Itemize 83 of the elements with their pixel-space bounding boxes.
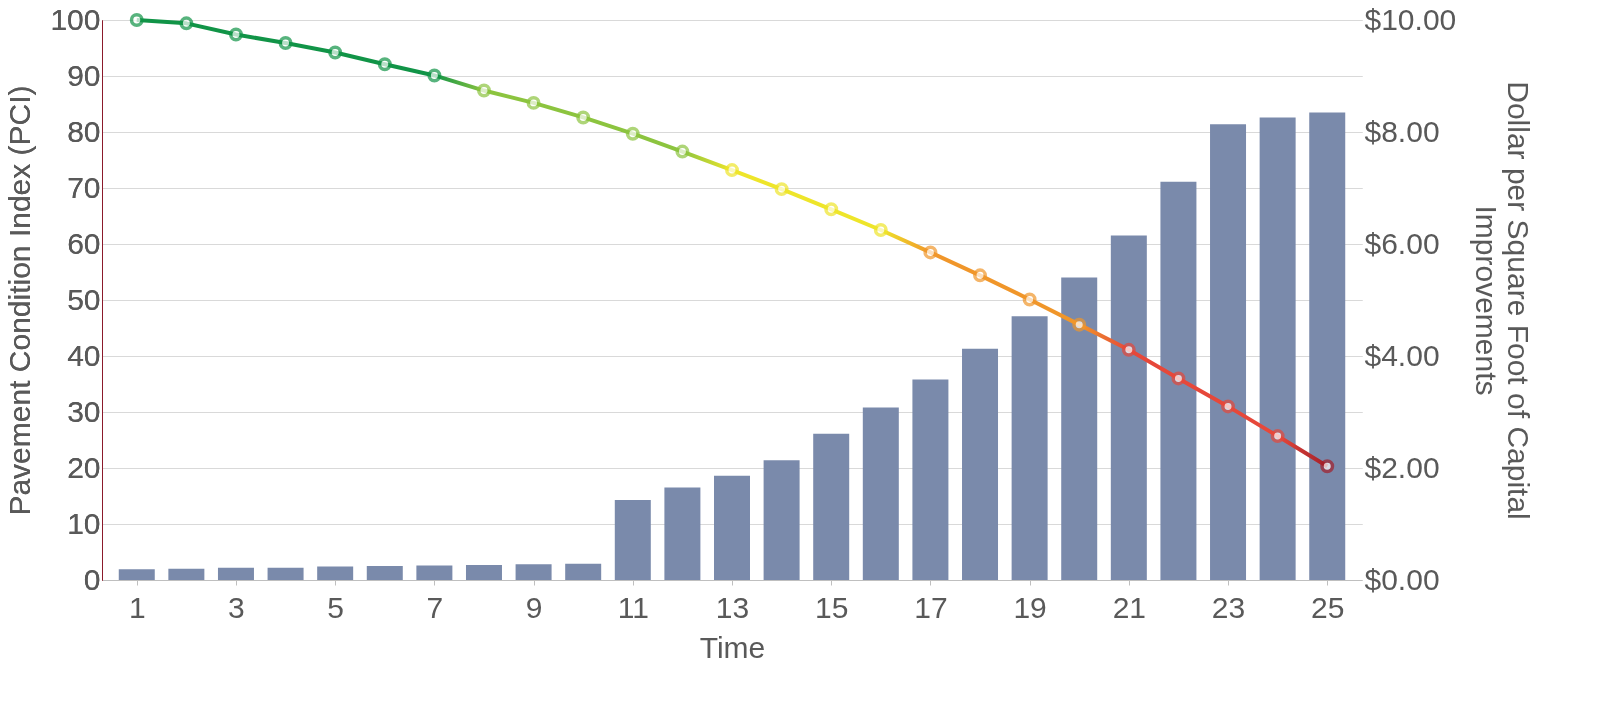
point [675,144,690,159]
bar [1210,124,1247,580]
bar [1259,117,1296,580]
point [228,27,243,42]
x-tick-label: 21 [1112,590,1147,624]
bar [1309,112,1346,580]
point [1320,459,1335,474]
bar [962,348,999,580]
y2-tick-label: $6.00 [1364,226,1440,260]
point [1072,317,1087,332]
bar [763,460,800,580]
point [625,126,640,141]
bar [1061,277,1098,580]
point [526,95,541,110]
y2-tick-label: $4.00 [1364,338,1440,372]
y-tick-label: 80 [67,114,101,148]
y2-tick-label: $8.00 [1364,114,1440,148]
point [774,182,789,197]
point [179,16,194,31]
point [1270,429,1285,444]
y-tick-label: 60 [67,226,101,260]
x-tick-label: 11 [617,590,649,624]
bar [366,566,403,580]
bar [664,487,701,580]
y-tick-label: 50 [67,282,101,316]
x-tick-label: 13 [715,590,750,624]
point [576,110,591,125]
y2-axis-title: Dollar per Square Foot of Capital Improvements [1470,81,1536,520]
bar [1110,235,1147,580]
x-tick-label: 5 [327,590,345,624]
y-tick-label: 100 [50,2,101,36]
bar [614,499,651,580]
y-tick-label: 10 [67,506,101,540]
y-tick-label: 70 [67,170,101,204]
bar [1011,316,1048,580]
y-axis-title: Pavement Condition Index (PCI) [3,85,37,516]
bar [1160,181,1197,580]
bar [813,433,850,580]
y-tick-label: 90 [67,58,101,92]
point [725,163,739,178]
point [476,83,491,98]
point [1022,292,1037,307]
bar [565,563,602,580]
x-tick-label: 3 [228,590,245,624]
x-tick-label: 7 [426,590,444,624]
point [427,68,442,83]
x-tick-label: 23 [1211,590,1246,624]
point [328,45,343,60]
x-tick-label: 19 [1013,590,1047,624]
bar [465,564,502,580]
bar [912,379,949,580]
point [1121,342,1136,357]
bar [515,564,552,580]
x-tick-label: 17 [914,590,948,624]
bar [862,407,899,580]
x-tick-label: 15 [815,590,849,624]
point [923,245,938,260]
bar [168,568,205,580]
point [1221,399,1236,414]
x-tick-label: 1 [128,590,146,624]
y-tick-label: 30 [67,394,101,428]
bar [217,567,254,580]
point [873,223,888,237]
y2-tick-label: $10.00 [1364,2,1457,36]
x-tick-label: 25 [1311,590,1345,624]
point [129,13,144,27]
y-tick-label: 20 [67,450,101,484]
bar [416,565,453,580]
x-tick-label: 9 [525,590,543,624]
x-axis-title: Time [699,630,766,664]
y2-tick-label: $0.00 [1364,562,1440,596]
bar [267,567,304,580]
y-tick-label: 40 [67,338,101,372]
bar [118,569,155,580]
point [824,202,839,217]
bar [714,475,750,580]
y2-tick-label: $2.00 [1364,450,1440,484]
point [973,268,988,283]
point [278,35,293,50]
point [377,57,392,72]
point [1171,371,1186,386]
y-tick-label: 0 [83,562,101,596]
bar [317,566,354,580]
